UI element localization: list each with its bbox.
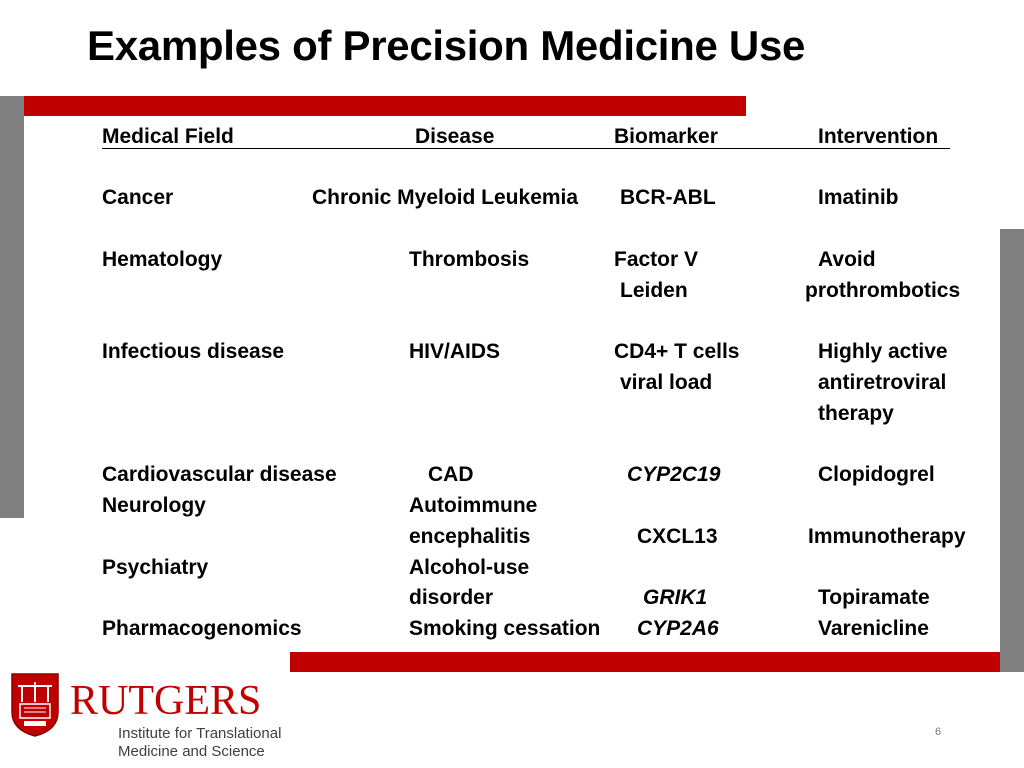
cell-disease: encephalitis (409, 525, 531, 548)
header-medical-field: Medical Field (102, 125, 234, 148)
cell-field: Cancer (102, 186, 174, 209)
header-biomarker: Biomarker (614, 125, 718, 148)
cell-disease: Thrombosis (409, 248, 530, 271)
cell-intervention: Immunotherapy (808, 525, 966, 548)
rutgers-brand: RUTGERS (70, 678, 262, 724)
cell-biomarker: BCR-ABL (620, 186, 716, 209)
cell-field: Cardiovascular disease (102, 463, 337, 486)
cell-biomarker: Leiden (620, 279, 688, 302)
cell-disease: Autoimmune (409, 494, 538, 517)
rutgers-shield-icon (11, 673, 59, 737)
cell-biomarker: CXCL13 (637, 525, 718, 548)
cell-field: Psychiatry (102, 556, 209, 579)
cell-biomarker: CYP2A6 (637, 617, 719, 640)
cell-intervention: antiretroviral (818, 371, 947, 394)
header-disease: Disease (415, 125, 495, 148)
cell-intervention: Avoid (818, 248, 876, 271)
left-gray-bar (0, 96, 24, 518)
cell-field: Neurology (102, 494, 206, 517)
cell-intervention: Highly active (818, 340, 948, 363)
cell-disease: Smoking cessation (409, 617, 601, 640)
header-intervention: Intervention (818, 125, 939, 148)
cell-disease: HIV/AIDS (409, 340, 501, 363)
cell-biomarker: Factor V (614, 248, 699, 271)
top-red-bar (24, 96, 746, 116)
cell-field: Hematology (102, 248, 223, 271)
slide-title: Examples of Precision Medicine Use (87, 22, 806, 69)
cell-intervention: Clopidogrel (818, 463, 935, 486)
cell-disease: Chronic Myeloid Leukemia (312, 186, 579, 209)
cell-intervention: Varenicline (818, 617, 929, 640)
cell-disease: CAD (428, 463, 474, 486)
cell-disease: disorder (409, 586, 494, 609)
cell-intervention: therapy (818, 402, 894, 425)
institute-line-1: Institute for Translational (118, 725, 282, 742)
cell-intervention: Topiramate (818, 586, 930, 609)
page-number: 6 (935, 726, 942, 738)
cell-field: Pharmacogenomics (102, 617, 302, 640)
cell-intervention: Imatinib (818, 186, 899, 209)
cell-biomarker: CD4+ T cells (614, 340, 740, 363)
cell-biomarker: GRIK1 (643, 586, 708, 609)
cell-intervention: prothrombotics (805, 279, 961, 302)
cell-field: Infectious disease (102, 340, 285, 363)
institute-line-2: Medicine and Science (118, 743, 265, 760)
bottom-red-bar (290, 652, 1000, 672)
right-gray-bar (1000, 229, 1024, 672)
header-underline (102, 148, 950, 149)
cell-biomarker: CYP2C19 (627, 463, 721, 486)
cell-biomarker: viral load (620, 371, 713, 394)
cell-disease: Alcohol-use (409, 556, 530, 579)
